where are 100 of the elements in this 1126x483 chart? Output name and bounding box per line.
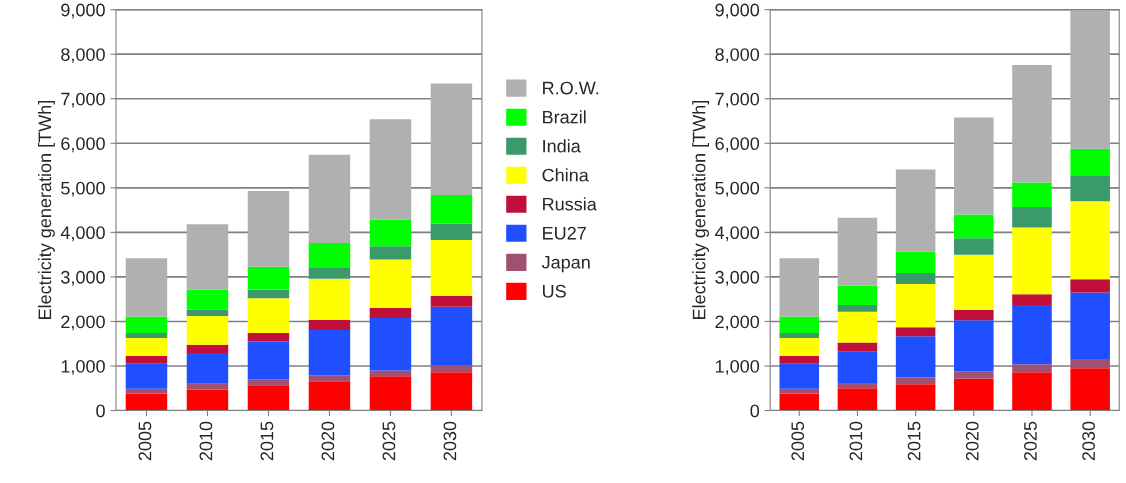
y-tick-label: 1,000 [715, 359, 760, 375]
bar [186, 344, 229, 354]
bar [125, 355, 168, 364]
y-tick-label: 5,000 [61, 181, 105, 197]
bar [369, 317, 412, 371]
bar [308, 381, 351, 411]
bar [1012, 304, 1052, 365]
bar [125, 393, 168, 411]
bar [125, 363, 168, 389]
y-tick-label: 9,000 [715, 3, 760, 19]
bar [837, 382, 878, 389]
bar [779, 363, 820, 389]
bar [186, 224, 229, 290]
bar [125, 337, 168, 356]
bar [308, 278, 351, 320]
bar [369, 119, 412, 220]
bar [954, 320, 994, 372]
bar [125, 388, 168, 394]
bar [779, 388, 820, 394]
bar [1070, 10, 1110, 149]
x-tick-label: 2030 [443, 421, 457, 461]
bar [186, 289, 229, 310]
y-tick-label: 7,000 [715, 92, 760, 108]
bar [186, 353, 229, 384]
x-tick-label: 2010 [199, 421, 213, 461]
bar [837, 285, 878, 305]
bar [430, 83, 473, 195]
y-tick-label: 3,000 [715, 270, 760, 286]
bar [837, 304, 878, 312]
bar [125, 333, 168, 338]
bar [308, 268, 351, 279]
bar [308, 154, 351, 244]
bar [895, 169, 936, 252]
bar [247, 289, 290, 299]
bar [895, 377, 936, 385]
y-tick-label: 6,000 [715, 137, 760, 153]
x-tick-label: 2020 [321, 421, 335, 461]
bar [895, 272, 936, 285]
y-tick-label: 2,000 [715, 315, 760, 331]
legend-label: Japan [541, 256, 590, 273]
x-tick-label: 2020 [965, 421, 979, 461]
bar [430, 194, 473, 224]
bar [954, 238, 994, 255]
x-tick-label: 2005 [138, 421, 152, 461]
bar [430, 223, 473, 240]
legend-label: EU27 [543, 226, 586, 240]
bar [779, 355, 820, 364]
bar [308, 319, 351, 330]
x-tick-label: 2025 [382, 421, 396, 461]
legend-label: Russia [543, 197, 597, 211]
legend-label: Brazil [543, 110, 586, 124]
bar [895, 384, 936, 411]
bar [369, 307, 412, 318]
bar [1070, 148, 1110, 176]
bar [837, 388, 878, 411]
bar [247, 385, 290, 411]
y-tick-label: 8,000 [61, 48, 105, 64]
bar [1070, 368, 1110, 411]
bar [1012, 372, 1052, 411]
bar [308, 243, 351, 269]
bar [247, 298, 290, 334]
bar [1012, 227, 1052, 295]
bar [308, 375, 351, 382]
bar [369, 259, 412, 308]
bar [895, 251, 936, 273]
bar [779, 333, 820, 338]
y-tick-label: 4,000 [60, 226, 105, 242]
bar [1070, 279, 1110, 293]
y-tick-label: 8,000 [715, 48, 760, 64]
bar [125, 316, 168, 334]
y-tick-label: 9,000 [61, 3, 105, 19]
y-axis-title: Electricity generation [TWh] [692, 101, 710, 319]
y-tick-label: 6,000 [61, 137, 105, 153]
bar [895, 336, 936, 378]
legend-label: China [542, 168, 589, 182]
bar [247, 190, 290, 267]
bar [779, 316, 820, 334]
bar [247, 341, 290, 380]
bar [247, 333, 290, 342]
legend-label: R.O.W. [543, 81, 599, 95]
bar [954, 254, 994, 310]
x-tick-label: 2030 [1082, 421, 1095, 461]
bar [837, 311, 878, 343]
y-tick-label: 0 [750, 404, 760, 418]
y-tick-label: 5,000 [715, 181, 760, 197]
y-tick-label: 0 [96, 404, 105, 418]
bar [247, 379, 290, 386]
bar [954, 117, 994, 215]
y-tick-label: 2,000 [61, 315, 105, 331]
bar [430, 296, 473, 307]
bar [430, 306, 473, 366]
bar [1012, 64, 1052, 183]
bar [779, 337, 820, 356]
bar [837, 351, 878, 383]
bar [1070, 358, 1110, 369]
x-tick-label: 2025 [1024, 421, 1037, 461]
y-tick-label: 1,000 [61, 359, 105, 375]
bar [1012, 206, 1052, 228]
bar [186, 389, 229, 411]
bar [1012, 294, 1052, 305]
